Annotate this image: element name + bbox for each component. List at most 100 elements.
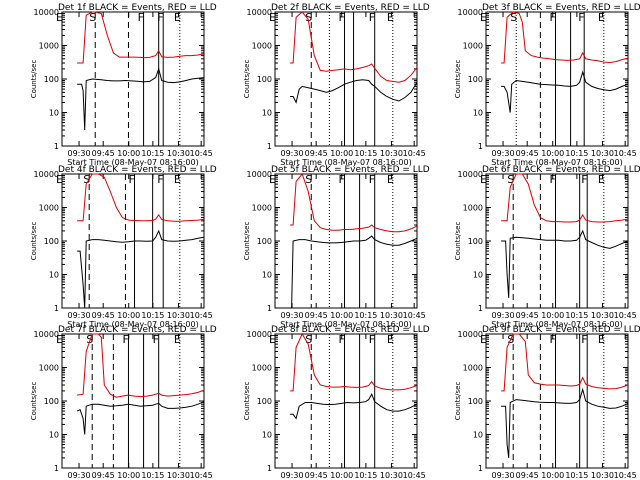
detector-panel-4: Det 4f BLACK = Events, RED = LLD 1 10 100 10… xyxy=(30,165,217,329)
panel-title: Det 5f BLACK = Events, RED = LLD xyxy=(271,165,430,175)
x-tick-label: 10:45 xyxy=(190,149,213,158)
x-tick-label: 10:00 xyxy=(541,471,564,480)
y-tick-label: 1 xyxy=(478,464,483,473)
x-tick-label: 10:15 xyxy=(565,149,588,158)
x-tick-label: 09:30 xyxy=(281,149,304,158)
interval-marker-label: S xyxy=(89,11,96,24)
x-tick-label: 09:30 xyxy=(68,471,91,480)
interval-marker-label: E xyxy=(598,333,605,346)
y-axis-label: Counts/sec xyxy=(454,222,462,261)
interval-marker-label: E xyxy=(269,173,276,186)
lld-series-line xyxy=(290,172,418,233)
detector-panel-2: Det 2f BLACK = Events, RED = LLD 1 10 100 10… xyxy=(243,3,430,167)
y-tick-label: 100 xyxy=(257,237,272,246)
detector-panel-3: Det 3f BLACK = Events, RED = LLD 1 10 100 10… xyxy=(454,3,640,167)
y-axis-label: Counts/sec xyxy=(30,60,38,99)
y-tick-label: 100 xyxy=(257,397,272,406)
x-tick-label: 10:15 xyxy=(141,471,164,480)
interval-marker-label: E xyxy=(387,333,394,346)
interval-marker-label: E xyxy=(387,173,394,186)
y-tick-label: 1 xyxy=(267,464,272,473)
x-tick-label: 09:45 xyxy=(92,311,115,320)
y-tick-label: 1000 xyxy=(252,364,272,373)
x-tick-label: 10:15 xyxy=(354,471,377,480)
interval-marker-label: F xyxy=(581,173,587,186)
x-tick-label: 10:15 xyxy=(565,311,588,320)
plot-frame xyxy=(485,11,629,147)
y-axis-label: Counts/sec xyxy=(30,222,38,261)
x-tick-label: 09:30 xyxy=(68,311,91,320)
y-tick-label: 10 xyxy=(473,109,483,118)
y-tick-label: 10 xyxy=(262,431,272,440)
x-tick-label: 10:00 xyxy=(330,471,353,480)
y-tick-label: 1000 xyxy=(39,42,59,51)
interval-marker-label: F xyxy=(153,333,159,346)
interval-marker-label: F xyxy=(338,173,344,186)
y-tick-label: 100 xyxy=(468,237,483,246)
interval-marker-label: F xyxy=(129,173,135,186)
y-tick-label: 1000 xyxy=(463,364,483,373)
y-tick-label: 100 xyxy=(44,397,59,406)
panel-title: Det 8f BLACK = Events, RED = LLD xyxy=(271,325,430,335)
interval-marker-label: F xyxy=(369,333,375,346)
x-tick-label: 10:30 xyxy=(380,471,403,480)
panel-title: Det 4f BLACK = Events, RED = LLD xyxy=(58,165,217,175)
interval-marker-label: F xyxy=(157,11,163,24)
y-tick-label: 1000 xyxy=(39,364,59,373)
y-axis-label: Counts/sec xyxy=(243,60,251,99)
y-tick-label: 100 xyxy=(468,75,483,84)
lld-series-line xyxy=(501,173,629,223)
y-tick-label: 10000 xyxy=(34,8,59,17)
x-tick-label: 10:45 xyxy=(190,471,213,480)
interval-marker-label: E xyxy=(56,333,63,346)
interval-marker-label: E xyxy=(480,11,487,24)
x-tick-label: 10:30 xyxy=(380,311,403,320)
interval-marker-label: F xyxy=(338,11,344,24)
plot-frame xyxy=(61,333,205,469)
x-tick-label: 10:45 xyxy=(403,311,426,320)
panel-title: Det 7f BLACK = Events, RED = LLD xyxy=(58,325,217,335)
x-tick-label: 10:15 xyxy=(141,311,164,320)
y-axis-label: Counts/sec xyxy=(243,222,251,261)
x-tick-label: 10:00 xyxy=(330,311,353,320)
x-tick-label: 10:15 xyxy=(141,149,164,158)
x-tick-label: 09:30 xyxy=(68,149,91,158)
y-tick-label: 100 xyxy=(257,75,272,84)
y-tick-label: 10 xyxy=(49,431,59,440)
x-tick-label: 10:45 xyxy=(403,149,426,158)
x-tick-label: 09:45 xyxy=(516,311,539,320)
y-tick-label: 10 xyxy=(49,271,59,280)
events-series-line xyxy=(501,229,629,298)
interval-marker-label: E xyxy=(598,173,605,186)
x-tick-label: 09:30 xyxy=(492,311,515,320)
x-tick-label: 10:00 xyxy=(541,311,564,320)
x-tick-label: 10:15 xyxy=(565,471,588,480)
lld-series-line xyxy=(290,332,418,392)
x-tick-label: 10:15 xyxy=(354,311,377,320)
detector-panel-7: Det 7f BLACK = Events, RED = LLD 1 10 100 10… xyxy=(30,325,217,480)
interval-marker-label: S xyxy=(86,333,93,346)
y-axis-label: Counts/sec xyxy=(30,382,38,421)
x-tick-label: 10:00 xyxy=(541,149,564,158)
x-tick-label: 10:00 xyxy=(117,149,140,158)
y-tick-label: 100 xyxy=(468,397,483,406)
interval-marker-label: F xyxy=(581,333,587,346)
x-tick-label: 10:30 xyxy=(167,471,190,480)
events-series-line xyxy=(501,387,629,458)
x-tick-label: 09:45 xyxy=(92,149,115,158)
detector-panel-8: Det 8f BLACK = Events, RED = LLD 1 10 100 10… xyxy=(243,325,430,480)
x-tick-label: 10:30 xyxy=(591,311,614,320)
y-tick-label: 100 xyxy=(44,237,59,246)
interval-marker-label: E xyxy=(598,11,605,24)
y-tick-label: 1 xyxy=(54,142,59,151)
interval-marker-label: E xyxy=(269,11,276,24)
y-tick-label: 1000 xyxy=(463,42,483,51)
y-tick-label: 1 xyxy=(478,304,483,313)
x-tick-label: 10:00 xyxy=(117,311,140,320)
y-tick-label: 10000 xyxy=(247,8,272,17)
y-tick-label: 10000 xyxy=(34,330,59,339)
panel-title: Det 3f BLACK = Events, RED = LLD xyxy=(482,3,640,13)
lld-series-line xyxy=(501,11,629,64)
panel-title: Det 6f BLACK = Events, RED = LLD xyxy=(482,165,640,175)
plot-frame xyxy=(274,333,418,469)
